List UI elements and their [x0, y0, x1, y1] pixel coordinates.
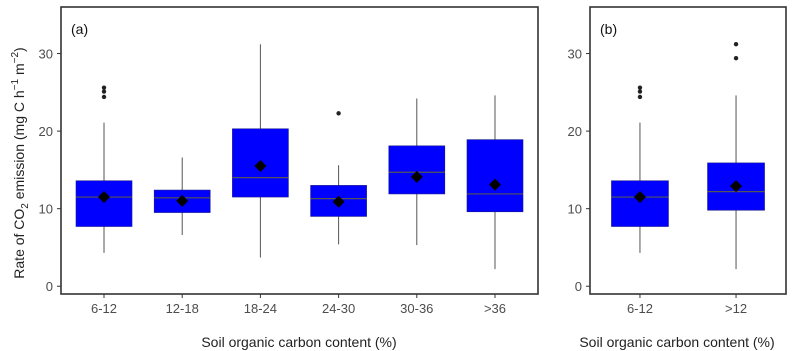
- panel-b-y-tick-label: 10: [568, 202, 582, 217]
- panel-a-y-tick-label: 30: [39, 47, 53, 62]
- x-tick-label: 30-36: [400, 301, 433, 316]
- panel-a-y-tick-label: 10: [39, 202, 53, 217]
- x-tick-label: 12-18: [166, 301, 199, 316]
- x-tick-label: >36: [484, 301, 506, 316]
- panel-b: 0 10 20 30 6-12 >12 (b) Soil organic carbon c…: [568, 6, 787, 350]
- panel-a: 0 10 20 30 6-12 12-18 18-24 24-30 30-36 >36 (a) S…: [39, 6, 539, 350]
- x-tick-label: 18-24: [244, 301, 277, 316]
- mean-marker: [98, 191, 111, 204]
- outlier-point: [101, 94, 107, 100]
- x-tick-label: 24-30: [322, 301, 355, 316]
- panel-b-label: (b): [600, 21, 617, 37]
- mean-marker: [730, 180, 743, 193]
- panel-b-border: [589, 6, 787, 295]
- panel-b-plot: 0 10 20 30 6-12 >12: [568, 42, 765, 316]
- panel-a-label: (a): [71, 21, 88, 37]
- panel-a-y-tick-label: 0: [46, 279, 53, 294]
- box-24-30: [310, 185, 367, 217]
- panel-b-x-axis-title: Soil organic carbon content (%): [579, 334, 774, 350]
- outlier-point: [101, 89, 107, 94]
- x-tick-label: >12: [725, 301, 747, 316]
- panel-a-border: [60, 6, 539, 295]
- panel-a-x-axis-title: Soil organic carbon content (%): [201, 334, 396, 350]
- panel-b-y-tick-label: 30: [568, 47, 582, 62]
- x-tick-label: 6-12: [627, 301, 653, 316]
- box-6-12: [75, 180, 133, 227]
- outlier-point: [733, 42, 739, 47]
- outlier-point: [336, 111, 341, 116]
- mean-marker: [410, 170, 423, 183]
- mean-marker: [176, 194, 189, 207]
- box->36: [466, 139, 524, 213]
- panel-a-y-tick-label: 20: [39, 124, 53, 139]
- outlier-point: [637, 89, 643, 94]
- mean-marker: [488, 178, 501, 191]
- outlier-point: [637, 94, 643, 100]
- panel-a-plot: 0 10 20 30 6-12 12-18 18-24 24-30 30-36 >36: [39, 44, 524, 316]
- outlier-point: [637, 85, 643, 90]
- box-6-12: [611, 180, 669, 227]
- panel-b-y-tick-label: 0: [575, 279, 582, 294]
- mean-marker: [332, 195, 345, 208]
- x-tick-label: 6-12: [91, 301, 117, 316]
- mean-marker: [254, 160, 267, 173]
- outlier-point: [101, 85, 107, 90]
- outlier-point: [733, 55, 739, 61]
- mean-marker: [633, 191, 646, 204]
- box-30-36: [388, 145, 446, 195]
- panel-b-y-tick-label: 20: [568, 124, 582, 139]
- y-axis-title: Rate of CO2 emission (mg C h−1 m−2): [10, 47, 31, 278]
